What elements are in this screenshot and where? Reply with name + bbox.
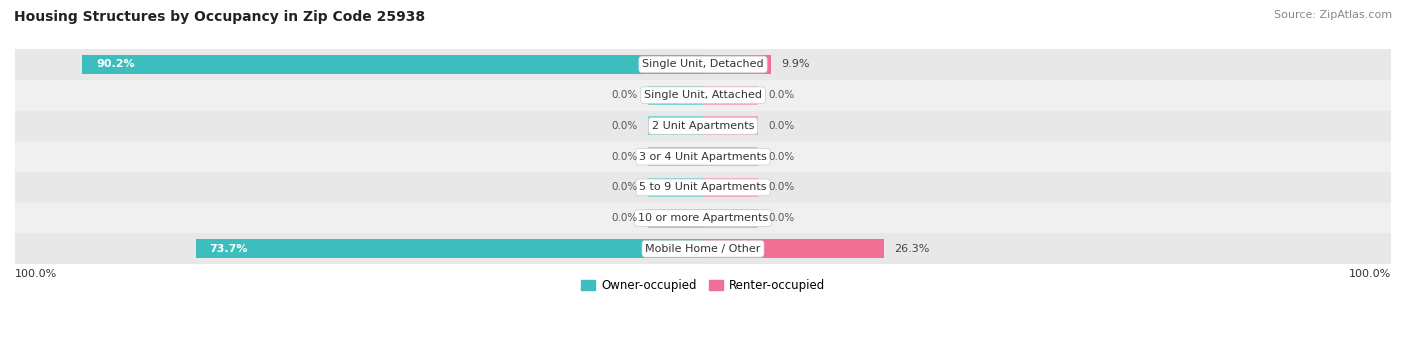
Text: 9.9%: 9.9% (782, 59, 810, 70)
Bar (15, 80, 1391, 110)
Text: 3 or 4 Unit Apartments: 3 or 4 Unit Apartments (640, 152, 766, 162)
Bar (648, 209, 703, 227)
Legend: Owner-occupied, Renter-occupied: Owner-occupied, Renter-occupied (576, 275, 830, 297)
Bar (15, 203, 1391, 234)
Text: 0.0%: 0.0% (768, 213, 794, 223)
Bar (703, 116, 758, 135)
Text: 100.0%: 100.0% (15, 269, 58, 279)
Text: 0.0%: 0.0% (768, 152, 794, 162)
Text: 90.2%: 90.2% (96, 59, 135, 70)
Text: 2 Unit Apartments: 2 Unit Apartments (652, 121, 754, 131)
Text: 5 to 9 Unit Apartments: 5 to 9 Unit Apartments (640, 182, 766, 192)
Bar (703, 86, 758, 105)
Text: 0.0%: 0.0% (768, 121, 794, 131)
Bar (648, 86, 703, 105)
Text: 0.0%: 0.0% (768, 90, 794, 100)
Text: 0.0%: 0.0% (612, 182, 638, 192)
Bar (83, 55, 703, 74)
Bar (15, 49, 1391, 80)
Text: 26.3%: 26.3% (894, 244, 929, 254)
Bar (703, 239, 884, 258)
Bar (648, 147, 703, 166)
Bar (15, 110, 1391, 141)
Text: Housing Structures by Occupancy in Zip Code 25938: Housing Structures by Occupancy in Zip C… (14, 10, 425, 24)
Text: Single Unit, Detached: Single Unit, Detached (643, 59, 763, 70)
Text: 73.7%: 73.7% (209, 244, 249, 254)
Bar (703, 178, 758, 197)
Text: Source: ZipAtlas.com: Source: ZipAtlas.com (1274, 10, 1392, 20)
Text: 0.0%: 0.0% (768, 182, 794, 192)
Text: 10 or more Apartments: 10 or more Apartments (638, 213, 768, 223)
Bar (15, 234, 1391, 264)
Text: 0.0%: 0.0% (612, 121, 638, 131)
Text: 0.0%: 0.0% (612, 152, 638, 162)
Text: 0.0%: 0.0% (612, 213, 638, 223)
Text: Single Unit, Attached: Single Unit, Attached (644, 90, 762, 100)
Bar (15, 172, 1391, 203)
Text: 100.0%: 100.0% (1348, 269, 1391, 279)
Bar (648, 178, 703, 197)
Bar (703, 147, 758, 166)
Bar (703, 55, 770, 74)
Bar (195, 239, 703, 258)
Bar (648, 116, 703, 135)
Text: 0.0%: 0.0% (612, 90, 638, 100)
Bar (703, 209, 758, 227)
Text: Mobile Home / Other: Mobile Home / Other (645, 244, 761, 254)
Bar (15, 141, 1391, 172)
